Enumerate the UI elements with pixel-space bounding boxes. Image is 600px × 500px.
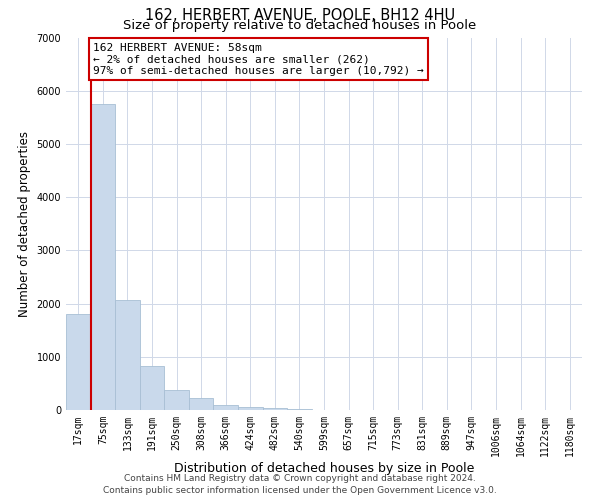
- Bar: [287, 409, 312, 410]
- Bar: [115, 300, 140, 410]
- Bar: [91, 104, 115, 410]
- Bar: [263, 408, 287, 410]
- Text: 162, HERBERT AVENUE, POOLE, BH12 4HU: 162, HERBERT AVENUE, POOLE, BH12 4HU: [145, 8, 455, 22]
- Bar: [238, 407, 263, 410]
- Bar: [140, 366, 164, 410]
- Bar: [164, 390, 189, 410]
- Y-axis label: Number of detached properties: Number of detached properties: [18, 130, 31, 317]
- Bar: [189, 398, 214, 410]
- X-axis label: Distribution of detached houses by size in Poole: Distribution of detached houses by size …: [174, 462, 474, 474]
- Bar: [66, 314, 91, 410]
- Text: Size of property relative to detached houses in Poole: Size of property relative to detached ho…: [124, 18, 476, 32]
- Text: Contains HM Land Registry data © Crown copyright and database right 2024.
Contai: Contains HM Land Registry data © Crown c…: [103, 474, 497, 495]
- Bar: [214, 404, 238, 410]
- Text: 162 HERBERT AVENUE: 58sqm
← 2% of detached houses are smaller (262)
97% of semi-: 162 HERBERT AVENUE: 58sqm ← 2% of detach…: [93, 43, 424, 76]
